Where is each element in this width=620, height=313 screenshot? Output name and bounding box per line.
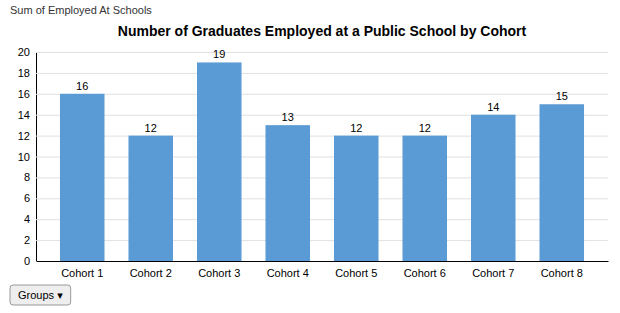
x-tick-label: Cohort 4 xyxy=(267,267,309,279)
bar xyxy=(539,104,584,261)
grid-line xyxy=(36,219,608,220)
grid-line xyxy=(36,136,608,137)
y-tick: 0 xyxy=(24,255,608,267)
x-tick: Cohort 1 xyxy=(61,267,103,279)
y-tick-label: 4 xyxy=(24,213,30,225)
x-tick-label: Cohort 3 xyxy=(198,267,240,279)
data-label: 12 xyxy=(419,122,431,134)
subtitle: Sum of Employed At Schools xyxy=(10,4,152,16)
y-tick-label: 12 xyxy=(18,130,30,142)
y-tick-label: 14 xyxy=(18,109,30,121)
y-tick: 4 xyxy=(24,213,608,225)
grid-line xyxy=(36,198,608,199)
y-tick: 20 xyxy=(18,46,608,58)
y-tick-label: 6 xyxy=(24,192,30,204)
data-label: 15 xyxy=(556,90,568,102)
grid-line xyxy=(36,261,608,262)
x-axis: Cohort 1 Cohort 2 Cohort 3 Cohort 4 Cohort 5… xyxy=(37,262,609,279)
y-tick-label: 10 xyxy=(18,151,30,163)
y-tick: 2 xyxy=(24,234,608,246)
x-tick: Cohort 2 xyxy=(130,267,172,279)
annotation: Groups ▾ xyxy=(18,289,63,301)
grid-line xyxy=(36,73,608,74)
y-tick-label: 18 xyxy=(18,67,30,79)
grid-line xyxy=(36,52,608,53)
data-label: 14 xyxy=(487,101,499,113)
grid-line xyxy=(36,177,608,178)
x-tick-label: Cohort 5 xyxy=(335,267,377,279)
y-tick: 12 xyxy=(18,130,608,142)
x-tick-label: Cohort 1 xyxy=(61,267,103,279)
y-tick-label: 8 xyxy=(24,171,30,183)
data-label: 12 xyxy=(145,122,157,134)
x-tick: Cohort 7 xyxy=(472,267,514,279)
y-tick-label: 0 xyxy=(24,255,30,267)
x-tick-label: Cohort 8 xyxy=(541,267,583,279)
y-tick-label: 2 xyxy=(24,234,30,246)
bar xyxy=(265,125,310,261)
grid-line xyxy=(36,240,608,241)
x-axis-line xyxy=(37,261,609,262)
x-tick: Cohort 3 xyxy=(198,267,240,279)
y-tick: 6 xyxy=(24,192,608,204)
bar xyxy=(334,136,379,261)
x-tick-label: Cohort 7 xyxy=(472,267,514,279)
bar xyxy=(128,136,173,261)
y-tick: 18 xyxy=(18,67,608,79)
data-label: 16 xyxy=(76,80,88,92)
y-tick: 8 xyxy=(24,171,608,183)
chart-container: Sum of Employed At Schools Number of Grad… xyxy=(0,0,620,313)
grid-line xyxy=(36,157,608,158)
y-axis: 0 2 4 6 8 10 12 14 16 18 20 xyxy=(18,46,608,267)
y-tick: 10 xyxy=(18,151,608,163)
y-tick-label: 20 xyxy=(18,46,30,58)
annotation-box xyxy=(10,285,71,305)
chart-svg: Sum of Employed At Schools Number of Grad… xyxy=(0,0,620,313)
grid-line xyxy=(36,94,608,95)
bar xyxy=(471,115,516,261)
y-tick: 14 xyxy=(18,109,608,121)
y-tick-label: 16 xyxy=(18,88,30,100)
bars xyxy=(60,62,584,261)
x-tick: Cohort 6 xyxy=(404,267,446,279)
bar xyxy=(60,94,105,261)
data-label: 19 xyxy=(213,48,225,60)
bar xyxy=(402,136,447,261)
data-label: 13 xyxy=(282,111,294,123)
annotation-button: Groups ▾ xyxy=(10,285,71,305)
grid-line xyxy=(36,115,608,116)
x-tick-label: Cohort 2 xyxy=(130,267,172,279)
y-tick: 16 xyxy=(18,88,608,100)
bar xyxy=(197,62,242,261)
plot: 02468101214161820Cohort 1Cohort 2Cohort … xyxy=(18,46,609,279)
x-tick: Cohort 5 xyxy=(335,267,377,279)
x-tick: Cohort 4 xyxy=(267,267,309,279)
data-labels: 16 12 19 13 12 12 14 15 xyxy=(76,48,568,133)
x-tick-label: Cohort 6 xyxy=(404,267,446,279)
title: Number of Graduates Employed at a Public… xyxy=(118,23,527,39)
x-tick: Cohort 8 xyxy=(541,267,583,279)
data-label: 12 xyxy=(350,122,362,134)
